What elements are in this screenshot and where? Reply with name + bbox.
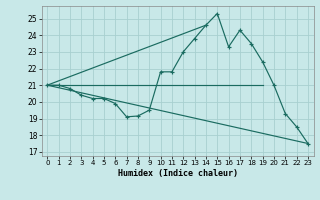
X-axis label: Humidex (Indice chaleur): Humidex (Indice chaleur) bbox=[118, 169, 237, 178]
